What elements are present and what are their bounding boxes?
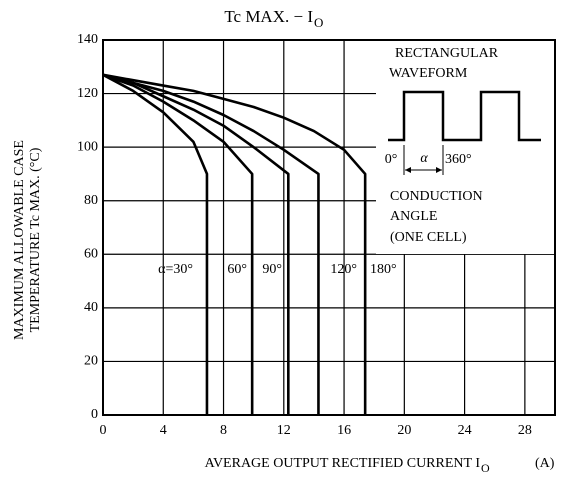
- x-tick-label: 20: [397, 423, 411, 438]
- series-line: [102, 73, 209, 415]
- series-label: 60°: [227, 262, 247, 277]
- annotation: WAVEFORM: [389, 66, 468, 81]
- series-label: α=30°: [158, 262, 193, 277]
- plot-frame: [102, 39, 556, 416]
- y-tick-label: 20: [84, 354, 98, 369]
- x-tick-label: 24: [458, 423, 472, 438]
- annotation: CONDUCTION: [390, 189, 483, 204]
- waveform: [388, 90, 541, 142]
- inset-box: [376, 41, 554, 254]
- annotation: 0°: [385, 152, 398, 167]
- x-tick-label: 0: [100, 423, 107, 438]
- y-tick-label: 0: [91, 407, 98, 422]
- x-tick-label: 4: [160, 423, 167, 438]
- series-line: [102, 73, 367, 415]
- y-tick-label: 100: [77, 139, 98, 154]
- x-tick-label: 8: [220, 423, 227, 438]
- y-tick-label: 140: [77, 32, 98, 47]
- x-axis-label-subscript: O: [481, 461, 490, 475]
- series-line: [102, 73, 254, 415]
- series-label: 120°: [330, 262, 357, 277]
- x-axis-label: AVERAGE OUTPUT RECTIFIED CURRENT I: [205, 456, 481, 471]
- x-axis-unit: (A): [535, 456, 555, 471]
- series-label: 180°: [370, 262, 397, 277]
- annotation: (ONE CELL): [390, 230, 467, 245]
- y-tick-label: 40: [84, 300, 98, 315]
- chart-title-subscript: O: [314, 15, 323, 30]
- y-tick-label: 120: [77, 86, 98, 101]
- series-label: 90°: [262, 262, 282, 277]
- series-line: [102, 73, 290, 415]
- x-tick-label: 16: [337, 423, 351, 438]
- y-axis-label: TEMPERATURE Tc MAX. (°C): [28, 147, 43, 332]
- chart-title: Tc MAX. − I: [224, 7, 313, 26]
- annotation: α: [420, 151, 428, 166]
- y-tick-label: 80: [84, 193, 98, 208]
- annotation: RECTANGULAR: [395, 46, 499, 61]
- x-tick-label: 28: [518, 423, 532, 438]
- series-line: [102, 73, 320, 415]
- y-axis-label: MAXIMUM ALLOWABLE CASE: [12, 140, 27, 340]
- annotation: ANGLE: [390, 209, 437, 224]
- annotation: 360°: [445, 152, 472, 167]
- x-tick-label: 12: [277, 423, 291, 438]
- y-tick-label: 60: [84, 247, 98, 262]
